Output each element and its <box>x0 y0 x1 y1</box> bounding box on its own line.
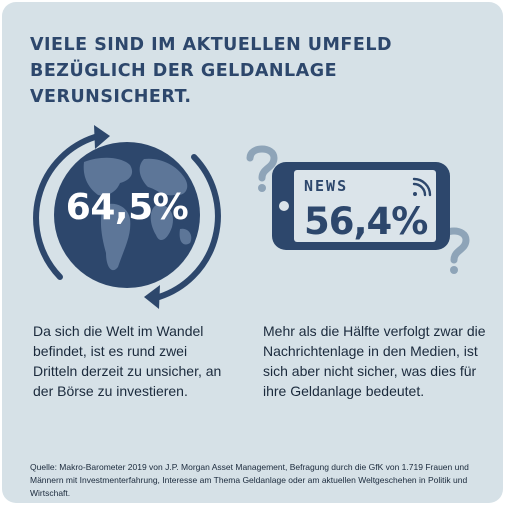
rss-icon <box>412 177 432 197</box>
globe-stat: 64,5% <box>32 117 222 317</box>
globe-percentage: 64,5% <box>65 187 189 228</box>
news-stat: NEWS 56,4% <box>242 142 502 292</box>
news-description: Mehr als die Hälfte verfolgt zwar die Na… <box>263 323 486 399</box>
headline: VIELE SIND IM AKTUELLEN UMFELD BEZÜGLICH… <box>30 35 393 107</box>
globe-description: Da sich die Welt im Wandel befindet, ist… <box>33 323 222 399</box>
news-percentage: 56,4% <box>304 200 428 243</box>
globe-with-cycle-arrows-icon <box>33 125 221 309</box>
source-note: Quelle: Makro-Barometer 2019 von J.P. Mo… <box>30 462 469 498</box>
question-mark-icon <box>246 145 278 182</box>
news-label: NEWS <box>304 177 349 195</box>
smartphone-news-icon <box>246 145 470 274</box>
